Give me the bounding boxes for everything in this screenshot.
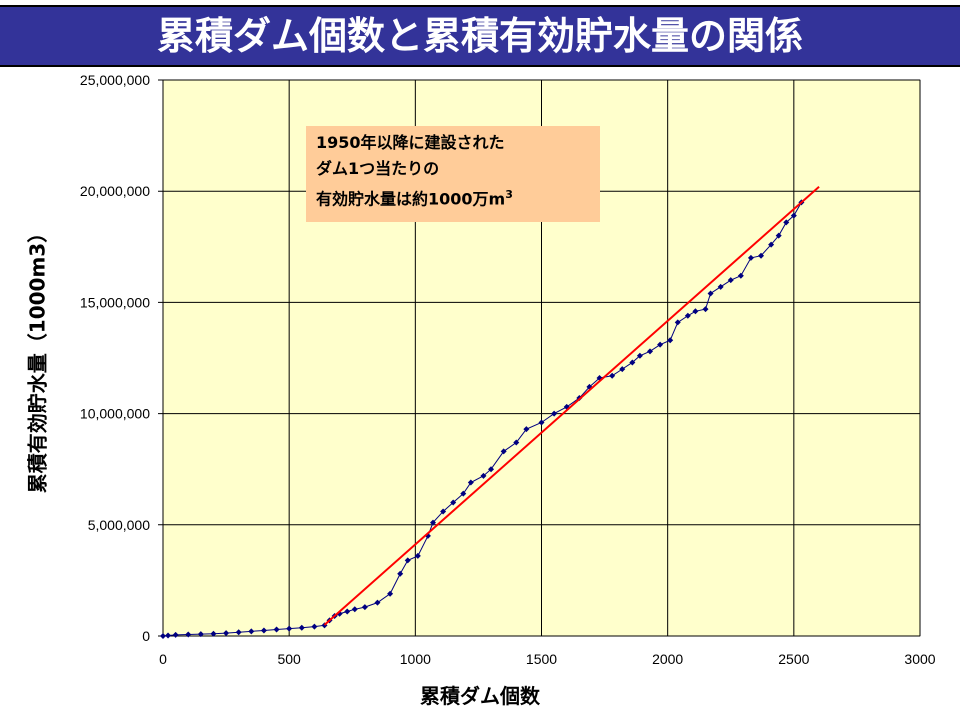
data-point xyxy=(488,466,495,473)
annotation-box: 1950年以降に建設された ダム1つ当たりの 有効貯水量は約1000万m3 xyxy=(306,126,600,222)
data-point xyxy=(404,557,411,564)
data-point xyxy=(467,479,474,486)
data-point xyxy=(374,599,381,606)
x-tick-label: 3000 xyxy=(904,651,935,667)
data-point xyxy=(414,552,421,559)
x-tick-label: 2000 xyxy=(652,651,683,667)
data-point xyxy=(286,625,293,632)
data-point xyxy=(523,426,530,433)
trend-line xyxy=(323,186,820,626)
data-point xyxy=(790,212,797,219)
data-point xyxy=(361,604,368,611)
data-point xyxy=(727,277,734,284)
data-point xyxy=(692,308,699,315)
data-point xyxy=(298,624,305,631)
data-point xyxy=(185,631,192,638)
data-point xyxy=(460,490,467,497)
data-point xyxy=(248,628,255,635)
data-point xyxy=(657,341,664,348)
data-point xyxy=(273,626,280,633)
x-tick-label: 1000 xyxy=(400,651,431,667)
data-point xyxy=(210,630,217,637)
x-tick-label: 1500 xyxy=(526,651,557,667)
data-point xyxy=(747,254,754,261)
data-point xyxy=(450,499,457,506)
data-point xyxy=(429,519,436,526)
data-point xyxy=(165,632,172,639)
x-tick-label: 2500 xyxy=(778,651,809,667)
data-point xyxy=(387,590,394,597)
data-point xyxy=(684,312,691,319)
data-point xyxy=(758,252,765,259)
slide-title: 累積ダム個数と累積有効貯水量の関係 xyxy=(0,5,960,67)
data-point xyxy=(775,232,782,239)
y-tick-label: 15,000,000 xyxy=(80,294,150,310)
data-point xyxy=(397,570,404,577)
data-point xyxy=(609,372,616,379)
data-point xyxy=(629,359,636,366)
annotation-line-2: ダム1つ当たりの xyxy=(316,159,440,178)
data-point xyxy=(440,508,447,515)
data-point xyxy=(223,630,230,637)
data-point xyxy=(160,633,166,639)
data-point xyxy=(768,241,775,248)
x-tick-label: 0 xyxy=(159,651,167,667)
annotation-line-1: 1950年以降に建設された xyxy=(316,133,505,152)
data-point xyxy=(647,348,654,355)
data-point xyxy=(717,283,724,290)
data-point xyxy=(344,608,351,615)
data-point xyxy=(667,337,674,344)
data-point xyxy=(702,306,709,313)
data-point xyxy=(551,410,558,417)
data-point xyxy=(707,290,714,297)
y-axis-label: 累積有効貯水量（1000m3） xyxy=(25,222,50,494)
data-point xyxy=(737,272,744,279)
data-point xyxy=(500,448,507,455)
y-tick-label: 20,000,000 xyxy=(80,183,150,199)
data-point xyxy=(172,631,179,638)
data-point xyxy=(674,319,681,326)
annotation-line-3: 有効貯水量は約1000万m3 xyxy=(316,188,513,209)
data-point xyxy=(235,629,242,636)
data-point xyxy=(480,472,487,479)
data-point xyxy=(311,623,318,630)
data-point xyxy=(197,631,204,638)
y-tick-label: 5,000,000 xyxy=(88,517,150,533)
data-point xyxy=(538,419,545,426)
data-point xyxy=(513,439,520,446)
x-axis-label: 累積ダム個数 xyxy=(420,684,540,708)
x-tick-label: 500 xyxy=(277,651,301,667)
data-point xyxy=(619,366,626,373)
y-tick-label: 25,000,000 xyxy=(80,72,150,88)
data-point xyxy=(783,219,790,226)
y-tick-label: 0 xyxy=(142,628,150,644)
data-point xyxy=(636,352,643,359)
data-point xyxy=(260,627,267,634)
data-point xyxy=(351,606,358,613)
y-tick-label: 10,000,000 xyxy=(80,406,150,422)
